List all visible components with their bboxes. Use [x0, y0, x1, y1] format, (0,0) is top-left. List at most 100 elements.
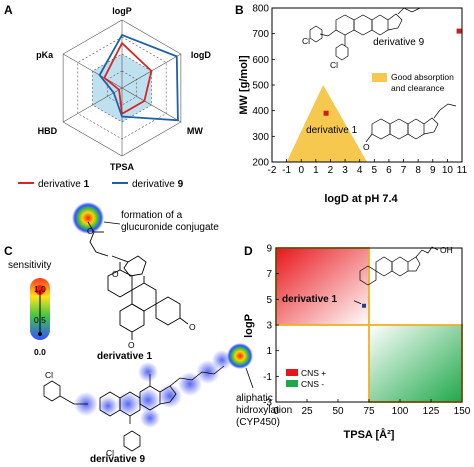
radar-spoke-pKa: [62, 53, 123, 89]
derivative-1-structure-sketch: [365, 103, 457, 143]
radar-legend: derivative 1 derivative 9: [18, 179, 184, 190]
chart-d-ytick-label: -3: [263, 398, 272, 409]
radar-axis-label-pka: pKa: [36, 50, 54, 60]
hydroxylation-arrow: [245, 367, 254, 389]
panel-b-letter: B: [235, 3, 244, 17]
chart-b-xtick-label: 11: [457, 165, 468, 176]
chart-b-xtick-label: 0: [298, 165, 304, 176]
sensitivity-label: sensitivity: [8, 260, 51, 271]
glucuronide-annotation-2: glucuronide conjugate: [121, 222, 219, 233]
radar-axis-label-logd: logD: [191, 50, 211, 60]
radar-axis-label-mw: MW: [187, 126, 203, 136]
chart-d-ytick-label: -1: [263, 372, 272, 383]
chart-b-ytick-label: 800: [252, 4, 269, 15]
chart-b-cl-atom-2: Cl: [330, 60, 338, 70]
chart-b-xtick-label: 5: [372, 165, 378, 176]
chart-d-ylabel: logP: [243, 314, 255, 338]
chart-b-ytick-label: 500: [252, 81, 269, 92]
chart-d-xlabel: TPSA [Å²]: [344, 428, 395, 441]
chart-b-ytick-label: 200: [252, 158, 269, 169]
chart-d-ytick-label: 5: [266, 295, 272, 306]
chart-b-point-label-derivative-9: derivative 9: [373, 37, 425, 48]
cns-minus-region: [369, 325, 462, 402]
chart-b-xtick-label: 9: [430, 165, 436, 176]
chart-b-xtick-label: 4: [357, 165, 363, 176]
radar-spoke-HBD: [62, 87, 123, 123]
scale-top-label: 1.0: [34, 284, 46, 294]
cns-plus-region: [276, 248, 369, 325]
chart-b-point-derivative-9: [456, 28, 462, 34]
chart-b-cl-atom-1: Cl: [302, 36, 310, 46]
scale-bot-label: 0.0: [34, 347, 46, 357]
legend-cns-minus-swatch: [286, 380, 298, 387]
chart-b-ytick-label: 600: [252, 55, 269, 66]
legend-label-derivative-9: derivative 9: [132, 179, 184, 190]
radar-spoke-MW: [121, 87, 182, 123]
radar-axis-label-tpsa: TPSA: [110, 162, 135, 172]
derivative-9-cl-atom-2: Cl: [106, 448, 114, 458]
mw-logd-chart: -2 -1 0 1 2 3 4 5 6 7 8 9 10 11 200 300 400 500 600 700 800 d…: [252, 4, 467, 177]
chart-d-xtick-label: 25: [301, 406, 313, 417]
sensitivity-scale: 1.0 0.5 0.0: [30, 278, 50, 357]
derivative-9-structure: [43, 365, 225, 452]
chart-d-xtick-label: 75: [363, 406, 375, 417]
chart-b-point-derivative-1: [323, 110, 329, 116]
chart-b-legend-swatch: [372, 73, 387, 82]
radar-chart: logP logD MW TPSA HBD pKa: [36, 6, 211, 172]
derivative-1-o-ketone-4: O: [112, 269, 119, 279]
legend-cns-minus-label: CNS -: [301, 379, 324, 389]
chart-b-o-atom: O: [363, 142, 370, 152]
legend-cns-plus-label: CNS +: [301, 368, 326, 378]
chart-d-xtick-label: 150: [454, 406, 471, 417]
legend-label-derivative-9-num: 9: [178, 179, 184, 190]
chart-b-ytick-label: 400: [252, 106, 269, 117]
derivative-1-o-ketone-1: O: [87, 226, 94, 236]
chart-b-ytick-label: 300: [252, 132, 269, 143]
logp-tpsa-chart: 0 25 50 75 100 125 150 -3 -1 1 3 5 7 9 derivative 1: [263, 244, 471, 418]
hydroxylation-annotation-2: hidroxylation: [236, 405, 292, 416]
derivative-9-structure-sketch: [309, 7, 421, 61]
chart-d-point-derivative-1: [362, 303, 367, 308]
derivative-1-o-ketone-2: O: [189, 322, 196, 332]
chart-b-ylabel: MW [g/mol]: [238, 55, 250, 115]
chart-b-xtick-label: 10: [442, 165, 454, 176]
chart-b-point-label-derivative-1: derivative 1: [306, 125, 358, 136]
panel-a-letter: A: [4, 3, 13, 17]
chart-d-xtick-label: 100: [392, 406, 409, 417]
scale-mid-label: 0.5: [34, 315, 46, 325]
chart-b-xlabel: logD at pH 7.4: [324, 193, 398, 205]
hydroxylation-annotation-3: (CYP450): [236, 417, 280, 428]
chart-b-xtick-label: 7: [401, 165, 407, 176]
legend-label-derivative-1-prefix: derivative: [38, 179, 84, 190]
derivative-9-cl-atom-1: Cl: [45, 370, 53, 380]
panel-c-letter: C: [4, 244, 13, 258]
chart-b-xtick-label: 8: [415, 165, 421, 176]
chart-b-xtick-label: -2: [268, 165, 277, 176]
derivative-1-hotspot: [72, 202, 104, 234]
derivative-1-label: derivative 1: [97, 351, 152, 362]
good-absorption-region: [286, 85, 367, 162]
chart-d-ytick-label: 1: [266, 346, 272, 357]
hydroxylation-annotation-1: aliphatic: [236, 393, 273, 404]
legend-label-derivative-1-num: 1: [84, 179, 90, 190]
chart-b-xtick-label: 1: [313, 165, 319, 176]
derivative-1-o-ketone-3: O: [128, 340, 135, 350]
chart-b-ytick-label: 700: [252, 29, 269, 40]
legend-cns-plus-swatch: [286, 369, 298, 376]
legend-label-derivative-9-prefix: derivative: [132, 179, 178, 190]
chart-d-ytick-label: 7: [266, 269, 272, 280]
legend-label-derivative-1: derivative 1: [38, 179, 90, 190]
chart-b-xtick-label: -1: [282, 165, 291, 176]
chart-d-structure-sketch: [359, 246, 439, 286]
chart-d-legend: CNS + CNS -: [286, 368, 326, 389]
radar-series-derivative-9: [98, 33, 179, 122]
glucuronide-annotation-1: formation of a: [121, 210, 183, 221]
chart-d-xtick-label: 0: [273, 406, 279, 417]
chart-d-point-arrow: [353, 300, 362, 305]
chart-d-point-label-derivative-1: derivative 1: [282, 294, 337, 305]
chart-d-xtick-label: 125: [423, 406, 440, 417]
chart-b-xtick-label: 3: [342, 165, 348, 176]
chart-d-xtick-label: 50: [332, 406, 344, 417]
chart-d-oh-atom: OH: [440, 245, 453, 255]
radar-axis-label-logp: logP: [112, 6, 132, 16]
